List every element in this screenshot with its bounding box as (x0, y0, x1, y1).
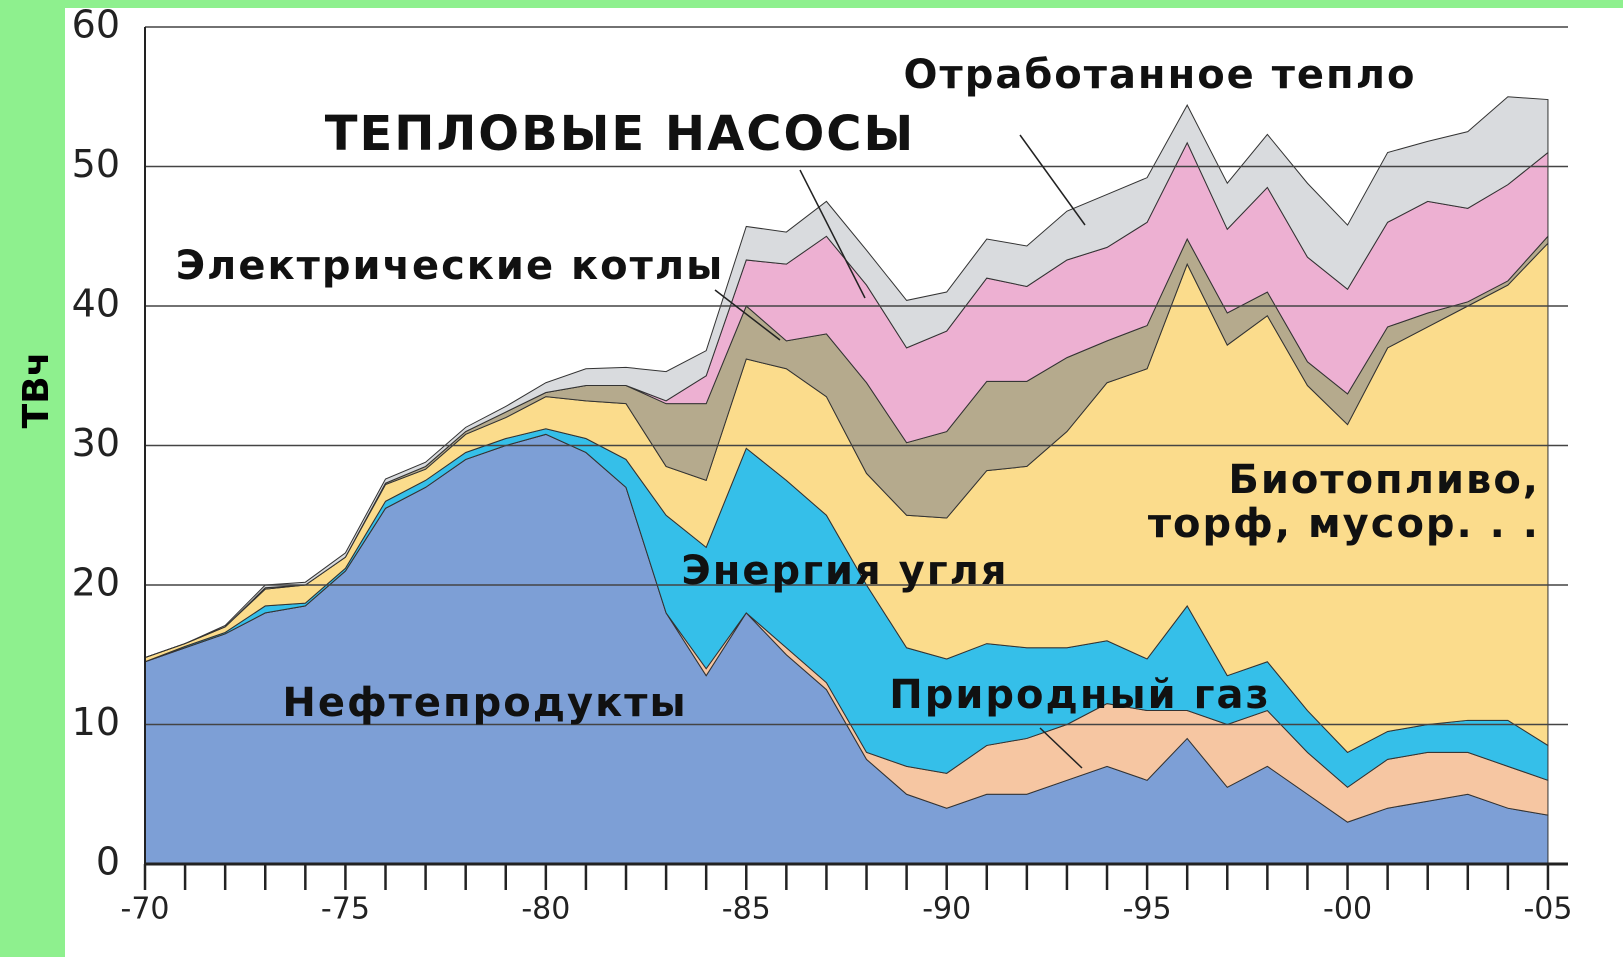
y-tick-label: 60 (72, 3, 120, 47)
y-tick-label: 30 (72, 421, 120, 465)
x-tick-label: -75 (321, 892, 370, 927)
leader-lines (714, 134, 1086, 769)
series-label: Природный газ (889, 672, 1270, 718)
series-label: Отработанное тепло (904, 52, 1417, 98)
leader-line (714, 289, 781, 341)
y-axis-label: ТВч (16, 352, 57, 429)
series-label: ТЕПЛОВЫЕ НАСОСЫ (325, 106, 916, 162)
y-tick-label: 20 (72, 561, 120, 605)
x-tick-label: -95 (1123, 892, 1172, 927)
y-tick-label: 40 (72, 282, 120, 326)
x-tick-label: -05 (1523, 892, 1572, 927)
y-tick-label: 0 (96, 840, 120, 884)
y-tick-label: 50 (72, 142, 120, 186)
series-label: Нефтепродукты (282, 680, 687, 726)
leader-line (1039, 727, 1083, 769)
x-tick-label: -85 (722, 892, 771, 927)
y-tick-label: 10 (72, 700, 120, 744)
area (144, 96, 1549, 659)
x-tick-label: -70 (121, 892, 170, 927)
leader-line (1019, 134, 1086, 226)
series-label: Энергия угля (681, 548, 1008, 594)
x-tick-label: -80 (521, 892, 570, 927)
series-label: Электрические котлы (176, 243, 725, 289)
x-tick-label: -90 (922, 892, 971, 927)
x-tick-label: -00 (1323, 892, 1372, 927)
series-label: Биотопливо, торф, мусор. . . (1147, 457, 1540, 547)
leader-line (799, 169, 866, 299)
